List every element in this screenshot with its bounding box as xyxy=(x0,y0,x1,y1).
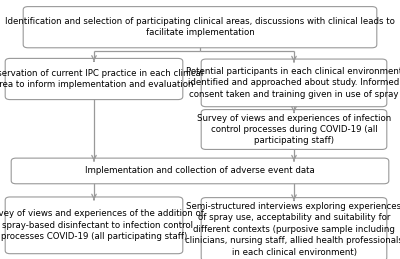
Text: Semi-structured interviews exploring experiences
of spray use, acceptability and: Semi-structured interviews exploring exp… xyxy=(185,202,400,257)
FancyBboxPatch shape xyxy=(201,198,387,259)
FancyBboxPatch shape xyxy=(201,59,387,107)
Text: Potential participants in each clinical environment
identified and approached ab: Potential participants in each clinical … xyxy=(186,67,400,99)
FancyBboxPatch shape xyxy=(201,110,387,149)
Text: Observation of current IPC practice in each clinical
area to inform implementati: Observation of current IPC practice in e… xyxy=(0,69,203,89)
Text: Implementation and collection of adverse event data: Implementation and collection of adverse… xyxy=(85,167,315,175)
FancyBboxPatch shape xyxy=(5,197,183,254)
Text: Identification and selection of participating clinical areas, discussions with c: Identification and selection of particip… xyxy=(5,17,395,37)
FancyBboxPatch shape xyxy=(11,158,389,184)
Text: Survey of views and experiences of infection
control processes during COVID-19 (: Survey of views and experiences of infec… xyxy=(197,113,391,146)
Text: Survey of views and experiences of the addition of
a spray-based disinfectant to: Survey of views and experiences of the a… xyxy=(0,209,204,241)
FancyBboxPatch shape xyxy=(23,6,377,48)
FancyBboxPatch shape xyxy=(5,59,183,100)
